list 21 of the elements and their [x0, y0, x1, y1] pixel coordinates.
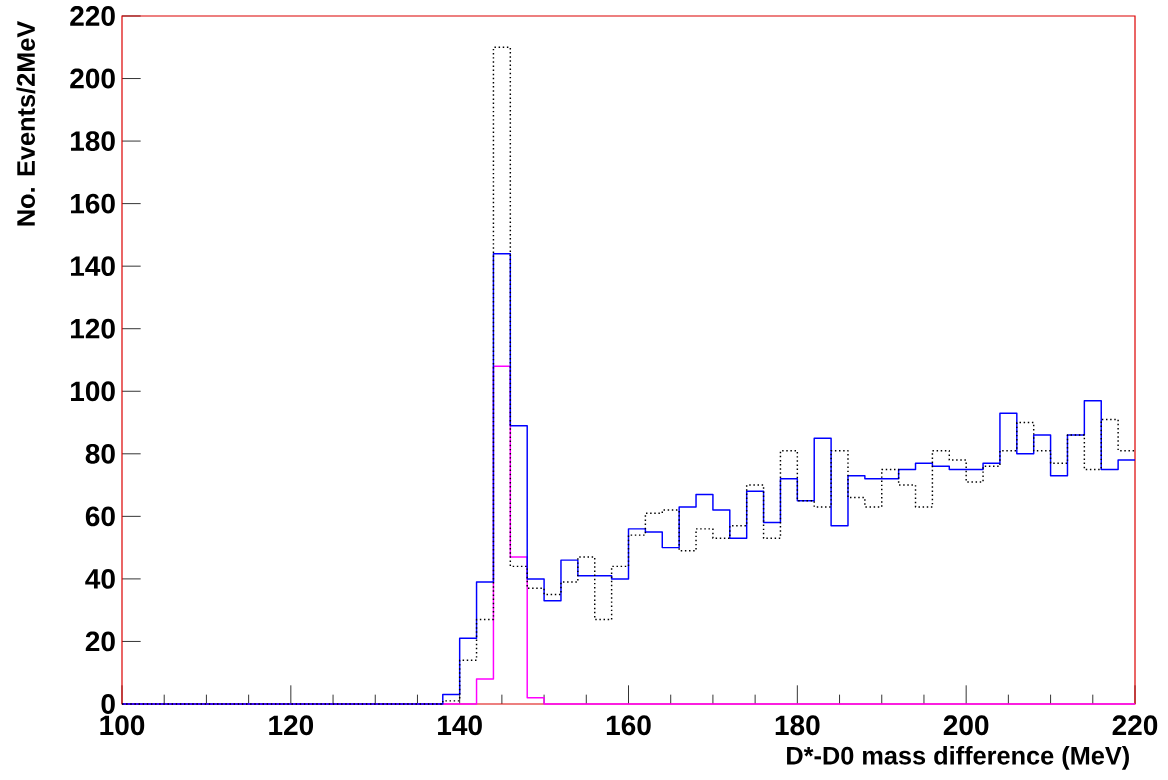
x-tick-label: 100 [100, 715, 145, 736]
y-tick-label: 80 [85, 443, 115, 464]
x-tick-label: 140 [438, 715, 482, 736]
y-tick-label: 200 [70, 68, 115, 89]
y-tick-label: 140 [71, 256, 115, 277]
y-tick-label: 100 [71, 381, 115, 402]
x-axis-title: D*-D0 mass difference (MeV) [787, 746, 1129, 770]
x-tick-label: 120 [269, 715, 314, 736]
y-tick-label: 20 [85, 631, 115, 652]
y-tick-label: 0 [101, 694, 115, 714]
y-tick-label: 120 [71, 318, 115, 339]
y-tick-label: 160 [71, 193, 115, 214]
y-tick-label: 40 [85, 568, 115, 589]
x-tick-label: 160 [606, 715, 651, 736]
x-tick-label: 200 [943, 715, 989, 736]
y-tick-label: 60 [85, 506, 115, 527]
x-tick-label: 220 [1112, 715, 1158, 736]
y-tick-label: 180 [71, 131, 115, 151]
y-tick-label: 220 [70, 6, 115, 26]
x-tick-label: 180 [775, 715, 820, 736]
y-axis-title: No. Events/2MeV [16, 20, 36, 226]
